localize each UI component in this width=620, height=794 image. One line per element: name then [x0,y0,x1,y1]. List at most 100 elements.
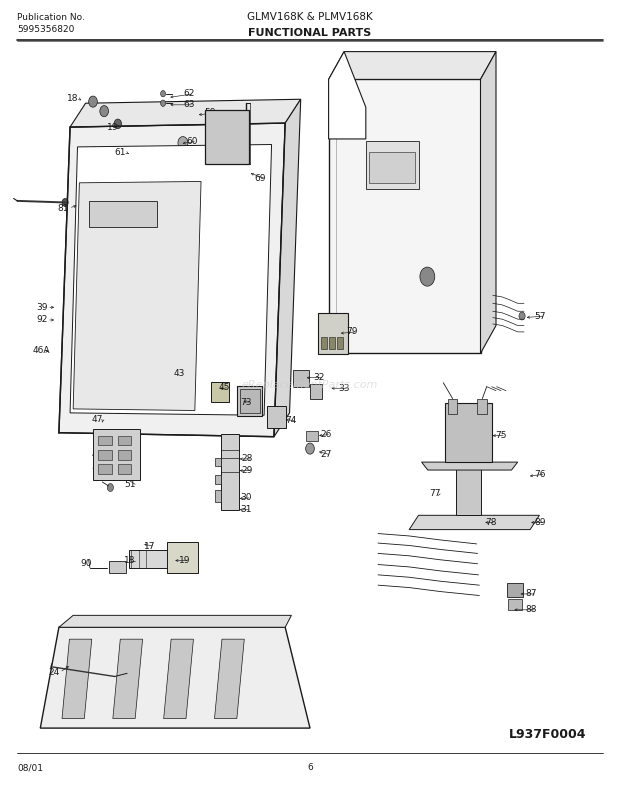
Text: 59: 59 [205,108,216,118]
Bar [221,434,239,510]
Circle shape [306,443,314,454]
Text: 49: 49 [92,449,103,459]
Polygon shape [274,99,301,437]
Circle shape [221,129,233,145]
Text: 73: 73 [241,398,252,407]
Text: 63: 63 [183,100,195,110]
Text: 76: 76 [534,469,546,479]
Text: 81: 81 [58,203,69,213]
Bar [318,313,348,354]
Text: FUNCTIONAL PARTS: FUNCTIONAL PARTS [249,29,371,38]
Polygon shape [113,639,143,719]
Circle shape [161,91,166,97]
Text: GLMV168K & PLMV168K: GLMV168K & PLMV168K [247,13,373,22]
Polygon shape [40,627,310,728]
Text: 43: 43 [174,368,185,378]
Bar [508,599,522,610]
Text: 87: 87 [526,589,538,599]
Bar [167,542,198,573]
Text: 51: 51 [124,480,136,489]
Polygon shape [164,639,193,719]
Bar [310,384,322,399]
Circle shape [98,266,179,369]
Bar [118,450,131,460]
Bar [329,337,335,349]
Polygon shape [59,615,291,627]
Text: 33: 33 [338,384,350,393]
Polygon shape [329,52,496,79]
Bar [306,431,318,441]
Polygon shape [329,79,480,353]
Text: 47: 47 [92,414,103,424]
Text: 78: 78 [485,518,497,527]
Bar [118,464,131,474]
Polygon shape [215,639,244,719]
Polygon shape [422,462,518,470]
Polygon shape [62,639,92,719]
Text: 79: 79 [346,327,358,337]
Bar [337,337,343,349]
Bar [118,436,131,445]
Bar [98,431,109,451]
Bar [129,550,172,568]
Bar [477,399,487,414]
Bar [507,583,523,597]
Circle shape [161,100,166,106]
Bar [369,152,415,183]
Circle shape [51,662,58,672]
Bar [98,464,112,474]
Circle shape [174,372,188,391]
Text: 77: 77 [429,489,441,499]
Bar [445,403,492,462]
Text: 31: 31 [241,505,252,515]
Text: 89: 89 [534,518,546,527]
Text: 69: 69 [254,174,266,183]
Bar [267,406,286,428]
Circle shape [86,250,191,385]
Bar [237,386,262,416]
Bar [89,202,157,227]
Text: 92: 92 [36,315,47,325]
Circle shape [100,106,108,117]
Bar [98,436,112,445]
Bar [366,141,418,189]
Circle shape [89,96,97,107]
Circle shape [114,119,122,129]
Circle shape [178,137,188,149]
Bar [108,561,126,573]
Text: 50: 50 [92,462,104,472]
Circle shape [211,116,243,157]
Bar [240,389,260,413]
Text: 19: 19 [107,122,119,132]
Bar [215,475,221,484]
Bar [205,110,249,164]
Polygon shape [73,182,201,410]
Bar [456,469,480,515]
Text: 6: 6 [307,763,313,773]
Bar [98,450,112,460]
Bar [293,370,309,387]
Circle shape [131,147,140,158]
Bar [96,454,110,468]
Text: 19: 19 [179,556,190,565]
Text: 46A: 46A [32,346,50,356]
Text: 57: 57 [534,311,546,321]
Text: 27: 27 [320,450,331,460]
Text: 45: 45 [218,383,229,392]
Polygon shape [59,123,285,437]
Text: 60: 60 [186,137,198,146]
Text: 29: 29 [242,465,253,475]
Bar [448,399,457,414]
Text: eReplacementParts.com: eReplacementParts.com [242,380,378,390]
Text: L937F0004: L937F0004 [508,728,586,741]
Bar [215,490,221,502]
Circle shape [519,312,525,320]
Text: 62: 62 [183,89,194,98]
Polygon shape [409,515,539,530]
Text: 75: 75 [495,430,507,440]
Text: 88: 88 [526,605,538,615]
Text: 17: 17 [144,542,156,551]
Text: 74: 74 [285,416,296,426]
Circle shape [132,310,144,326]
Text: Publication No.: Publication No. [17,13,85,22]
